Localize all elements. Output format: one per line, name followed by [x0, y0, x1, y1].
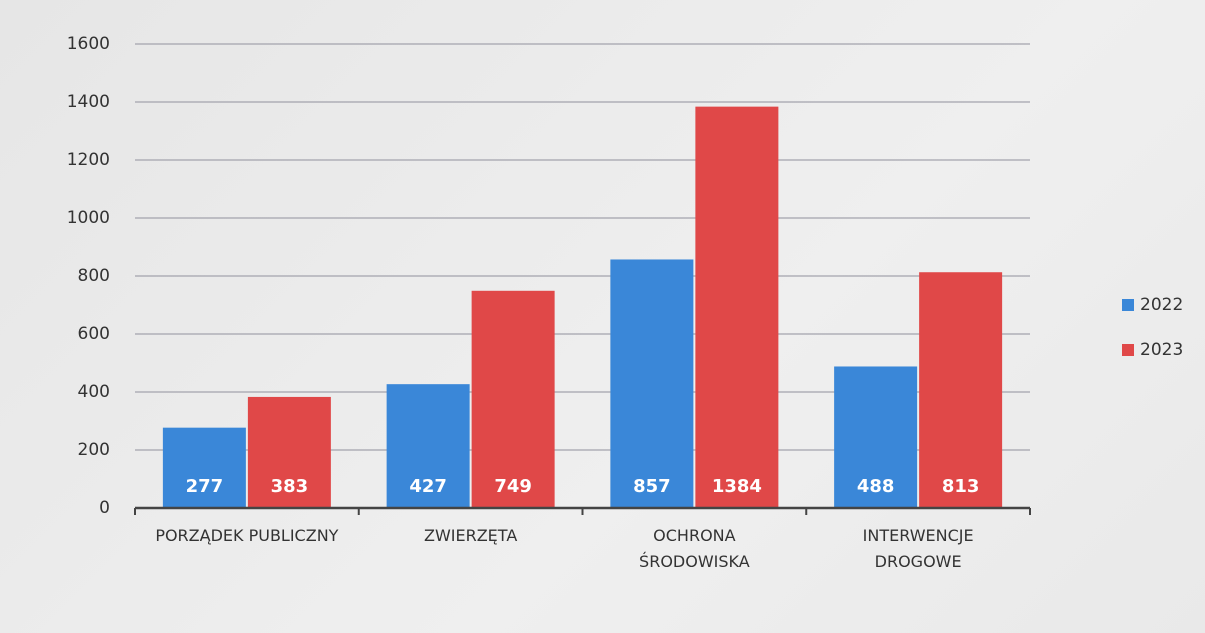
x-tick-label: ZWIERZĘTA — [423, 526, 518, 545]
bar — [247, 396, 331, 508]
x-tick-label: OCHRONA ŚRODOWISKA — [639, 526, 750, 571]
x-tick-label: INTERWENCJE DROGOWE — [862, 526, 974, 571]
data-label: 1384 — [712, 476, 762, 497]
data-label: 427 — [409, 476, 447, 497]
legend-label: 2023 — [1140, 340, 1183, 360]
y-tick-label: 1600 — [67, 34, 110, 54]
data-label: 488 — [857, 476, 895, 497]
y-tick-label: 400 — [78, 382, 110, 402]
y-tick-label: 1000 — [67, 208, 110, 228]
data-label: 383 — [271, 476, 309, 497]
x-tick-label: PORZĄDEK PUBLICZNY — [155, 526, 339, 545]
y-tick-label: 800 — [78, 266, 110, 286]
bar — [386, 384, 470, 508]
bar — [834, 366, 918, 508]
bar — [471, 290, 555, 508]
bar — [162, 427, 246, 508]
y-tick-label: 0 — [99, 498, 110, 518]
y-tick-label: 1400 — [67, 92, 110, 112]
bar — [610, 259, 694, 508]
data-label: 749 — [494, 476, 532, 497]
y-tick-label: 200 — [78, 440, 110, 460]
legend-label: 2022 — [1140, 295, 1183, 315]
data-label: 813 — [942, 476, 980, 497]
bar — [695, 106, 779, 508]
y-tick-label: 600 — [78, 324, 110, 344]
legend-swatch — [1122, 299, 1134, 311]
legend-swatch — [1122, 344, 1134, 356]
y-tick-label: 1200 — [67, 150, 110, 170]
data-label: 277 — [186, 476, 224, 497]
bar — [919, 272, 1003, 508]
data-label: 857 — [633, 476, 671, 497]
